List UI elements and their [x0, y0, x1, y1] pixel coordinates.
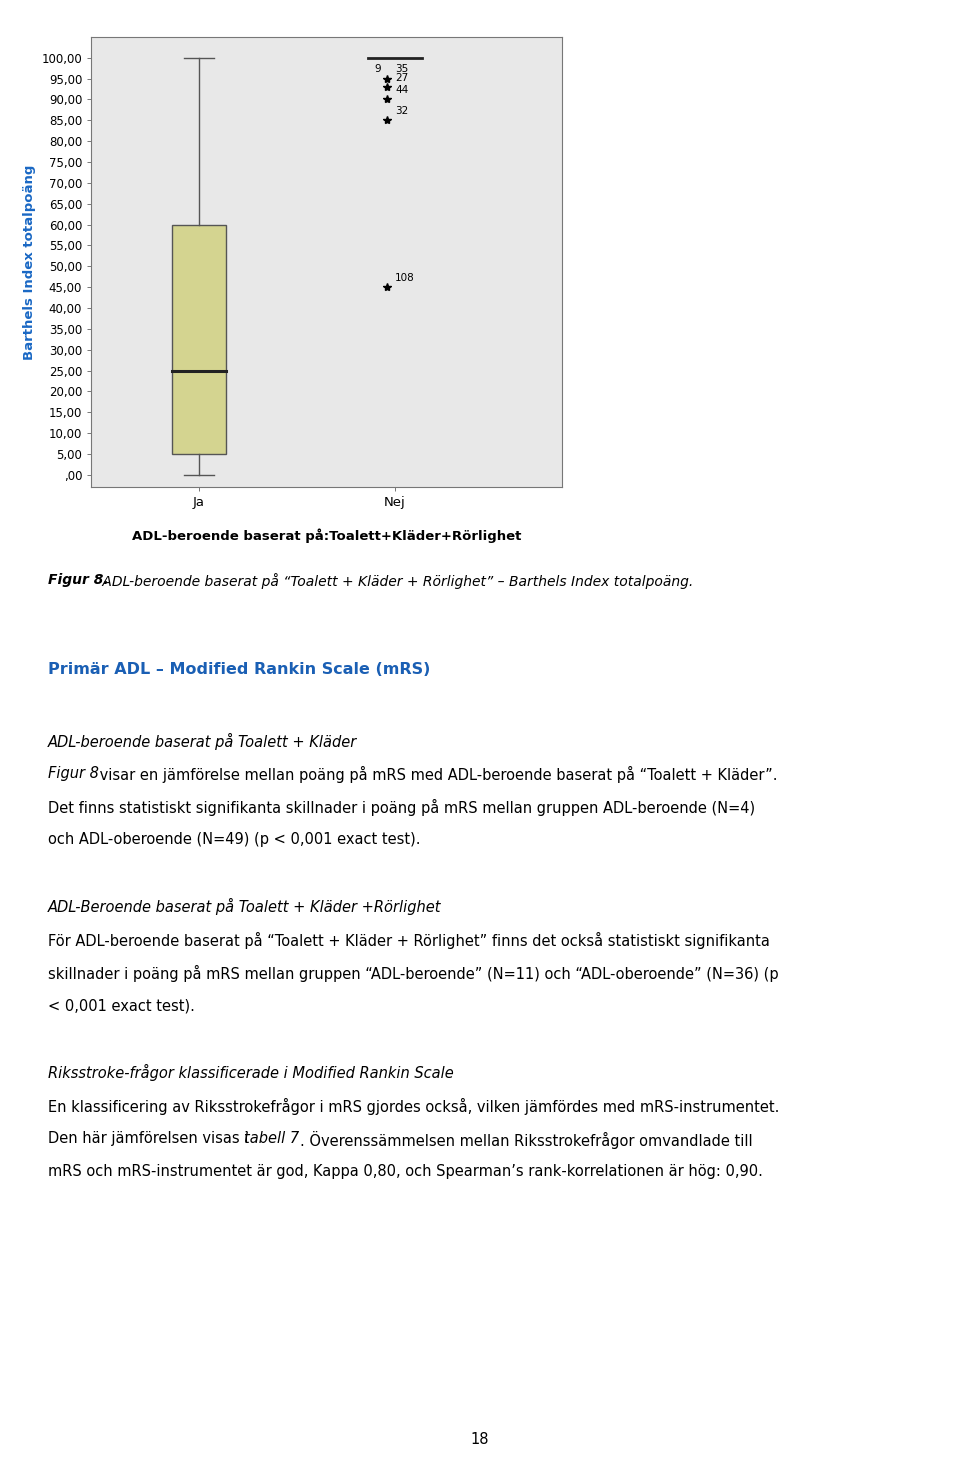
Text: 18: 18	[470, 1433, 490, 1447]
Text: För ADL-beroende baserat på “Toalett + Kläder + Rörlighet” finns det också stati: För ADL-beroende baserat på “Toalett + K…	[48, 932, 770, 948]
Y-axis label: Barthels Index totalpoäng: Barthels Index totalpoäng	[23, 164, 36, 360]
Text: 44: 44	[395, 86, 408, 96]
Text: 108: 108	[395, 273, 415, 284]
Text: Primär ADL – Modified Rankin Scale (mRS): Primär ADL – Modified Rankin Scale (mRS)	[48, 662, 430, 676]
Text: < 0,001 exact test).: < 0,001 exact test).	[48, 998, 195, 1013]
Text: Figur 8: Figur 8	[48, 767, 99, 781]
Text: ADL-beroende baserat på “Toalett + Kläder + Rörlighet” – Barthels Index totalpoä: ADL-beroende baserat på “Toalett + Kläde…	[98, 573, 693, 589]
Text: En klassificering av Riksstrokefrågor i mRS gjordes också, vilken jämfördes med : En klassificering av Riksstrokefrågor i …	[48, 1097, 780, 1115]
Text: Riksstroke-frågor klassificerade i Modified Rankin Scale: Riksstroke-frågor klassificerade i Modif…	[48, 1065, 454, 1081]
Text: Figur 8.: Figur 8.	[48, 573, 108, 586]
Text: skillnader i poäng på mRS mellan gruppen “ADL-beroende” (N=11) och “ADL-oberoend: skillnader i poäng på mRS mellan gruppen…	[48, 964, 779, 982]
Text: tabell 7: tabell 7	[244, 1131, 300, 1146]
Text: 9: 9	[374, 65, 381, 74]
Text: visar en jämförelse mellan poäng på mRS med ADL-beroende baserat på “Toalett + K: visar en jämförelse mellan poäng på mRS …	[95, 767, 778, 783]
Text: ADL-Beroende baserat på Toalett + Kläder +Rörlighet: ADL-Beroende baserat på Toalett + Kläder…	[48, 898, 442, 916]
Bar	[172, 225, 227, 453]
Text: 35: 35	[395, 65, 408, 74]
Text: 32: 32	[395, 106, 408, 117]
Text: och ADL-oberoende (N=49) (p < 0,001 exact test).: och ADL-oberoende (N=49) (p < 0,001 exac…	[48, 833, 420, 848]
Text: mRS och mRS-instrumentet är god, Kappa 0,80, och Spearman’s rank-korrelationen ä: mRS och mRS-instrumentet är god, Kappa 0…	[48, 1164, 763, 1179]
Text: ADL-beroende baserat på Toalett + Kläder: ADL-beroende baserat på Toalett + Kläder	[48, 733, 357, 750]
Text: ADL-beroende baserat på:Toalett+Kläder+Rörlighet: ADL-beroende baserat på:Toalett+Kläder+R…	[132, 529, 521, 544]
Text: Det finns statistiskt signifikanta skillnader i poäng på mRS mellan gruppen ADL-: Det finns statistiskt signifikanta skill…	[48, 799, 756, 817]
Text: Den här jämförelsen visas i: Den här jämförelsen visas i	[48, 1131, 253, 1146]
Text: 27: 27	[395, 72, 408, 83]
Text: . Överenssämmelsen mellan Riksstrokefrågor omvandlade till: . Överenssämmelsen mellan Riksstrokefråg…	[300, 1131, 753, 1149]
